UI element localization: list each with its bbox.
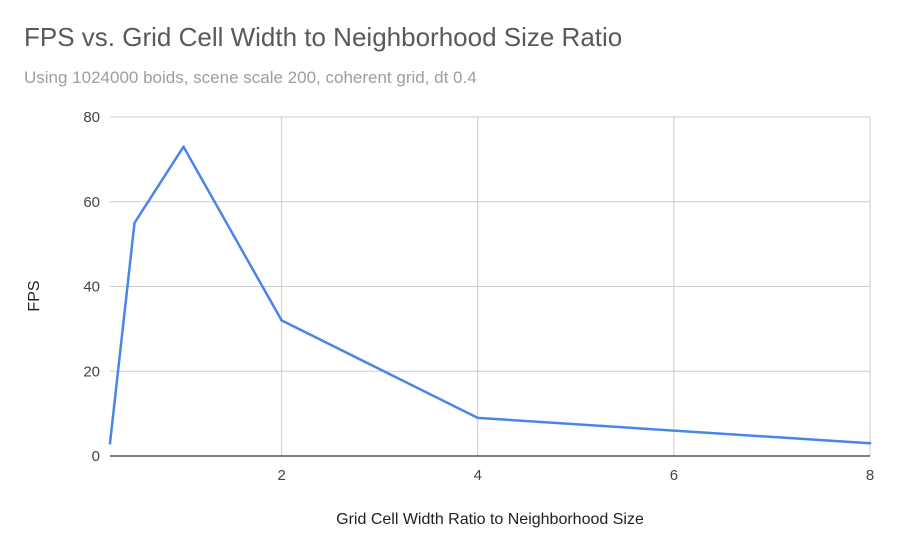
chart-subtitle: Using 1024000 boids, scene scale 200, co… [24,68,477,87]
data-point [280,319,283,322]
series-line [108,145,872,445]
x-tick-label: 8 [866,467,874,484]
y-tick-labels: 0 20 40 60 80 [83,109,100,465]
y-tick-label: 60 [83,194,100,211]
y-tick-label: 20 [83,363,100,380]
y-axis-label: FPS [26,280,43,311]
data-point [868,442,872,445]
y-tick-label: 80 [83,109,100,126]
x-tick-labels: 2 4 6 8 [277,467,874,484]
x-tick-label: 2 [277,467,285,484]
series-layer [108,145,872,445]
data-point [108,442,112,445]
data-point [133,221,136,225]
y-tick-label: 0 [92,448,100,465]
data-point [476,416,479,420]
y-tick-label: 40 [83,279,100,296]
x-axis-label: Grid Cell Width Ratio to Neighborhood Si… [336,511,644,528]
x-tick-label: 6 [670,467,678,484]
chart-title: FPS vs. Grid Cell Width to Neighborhood … [24,22,623,52]
data-point [182,145,185,148]
gridlines [110,116,871,457]
x-tick-label: 4 [474,467,482,484]
